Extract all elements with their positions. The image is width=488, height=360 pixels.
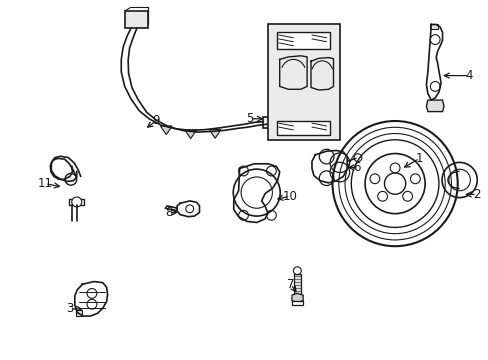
Text: 2: 2 bbox=[472, 188, 480, 201]
Bar bbox=[277, 121, 329, 135]
Polygon shape bbox=[429, 24, 437, 29]
Polygon shape bbox=[294, 274, 300, 295]
Polygon shape bbox=[291, 301, 303, 305]
Text: 10: 10 bbox=[282, 190, 297, 203]
Polygon shape bbox=[160, 126, 172, 135]
Text: 9: 9 bbox=[152, 114, 160, 127]
Polygon shape bbox=[209, 130, 221, 138]
Circle shape bbox=[72, 197, 81, 207]
Text: 6: 6 bbox=[352, 161, 360, 174]
Bar bbox=[277, 32, 329, 49]
Text: 7: 7 bbox=[286, 278, 294, 291]
Bar bbox=[267, 24, 340, 140]
Polygon shape bbox=[76, 310, 82, 316]
Text: 3: 3 bbox=[66, 302, 74, 315]
Text: 5: 5 bbox=[245, 112, 253, 125]
Text: 1: 1 bbox=[415, 152, 423, 165]
Bar bbox=[125, 11, 147, 28]
Text: 11: 11 bbox=[38, 177, 52, 190]
Bar bbox=[69, 199, 84, 205]
Text: 4: 4 bbox=[465, 69, 472, 82]
Polygon shape bbox=[426, 100, 443, 112]
Polygon shape bbox=[291, 293, 303, 302]
Text: 8: 8 bbox=[164, 206, 172, 219]
Bar bbox=[263, 117, 277, 128]
Polygon shape bbox=[184, 130, 196, 139]
